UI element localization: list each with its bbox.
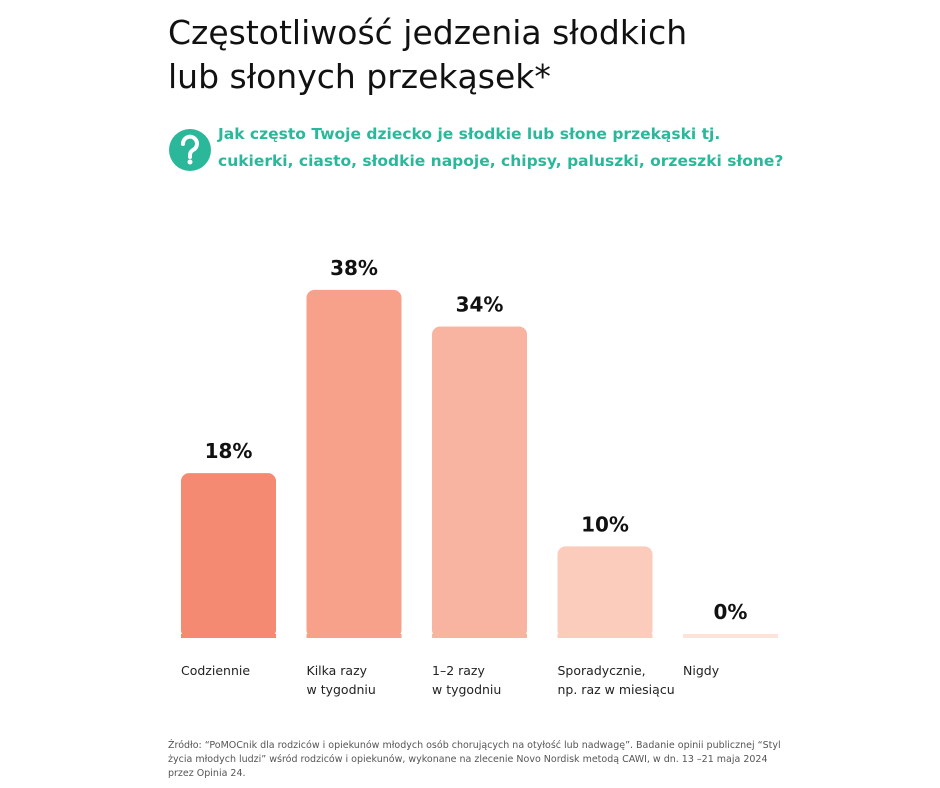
chart-title: Częstotliwość jedzenia słodkich	[168, 13, 687, 52]
x-tick-label: np. raz w miesiącu	[558, 682, 675, 697]
x-tick-label: Codziennie	[181, 663, 250, 678]
bar-base	[683, 634, 778, 638]
bar	[181, 473, 276, 638]
chart-title: lub słonych przekąsek*	[168, 57, 551, 96]
value-label: 0%	[714, 600, 748, 624]
x-tick-label: Nigdy	[683, 663, 720, 678]
value-label: 18%	[205, 439, 253, 463]
source-note: życia młodych ludzi” wśród rodziców i op…	[168, 754, 768, 765]
subtitle: cukierki, ciasto, słodkie napoje, chipsy…	[218, 152, 783, 170]
x-tick-label: Sporadycznie,	[558, 663, 646, 678]
x-tick-label: w tygodniu	[307, 682, 376, 697]
x-tick-label: 1–2 razy	[432, 663, 485, 678]
value-label: 10%	[581, 512, 629, 536]
value-label: 38%	[330, 256, 378, 280]
bar	[432, 326, 527, 638]
x-tick-label: Kilka razy	[307, 663, 368, 678]
question-icon	[169, 129, 211, 171]
bar	[557, 546, 653, 638]
value-label: 34%	[456, 293, 504, 317]
bar	[306, 289, 402, 638]
source-note: przez Opinia 24.	[168, 768, 246, 779]
source-note: Źródło: “PoMOCnik dla rodziców i opiekun…	[168, 739, 781, 751]
x-tick-label: w tygodniu	[432, 682, 501, 697]
subtitle: Jak często Twoje dziecko je słodkie lub …	[217, 125, 720, 143]
